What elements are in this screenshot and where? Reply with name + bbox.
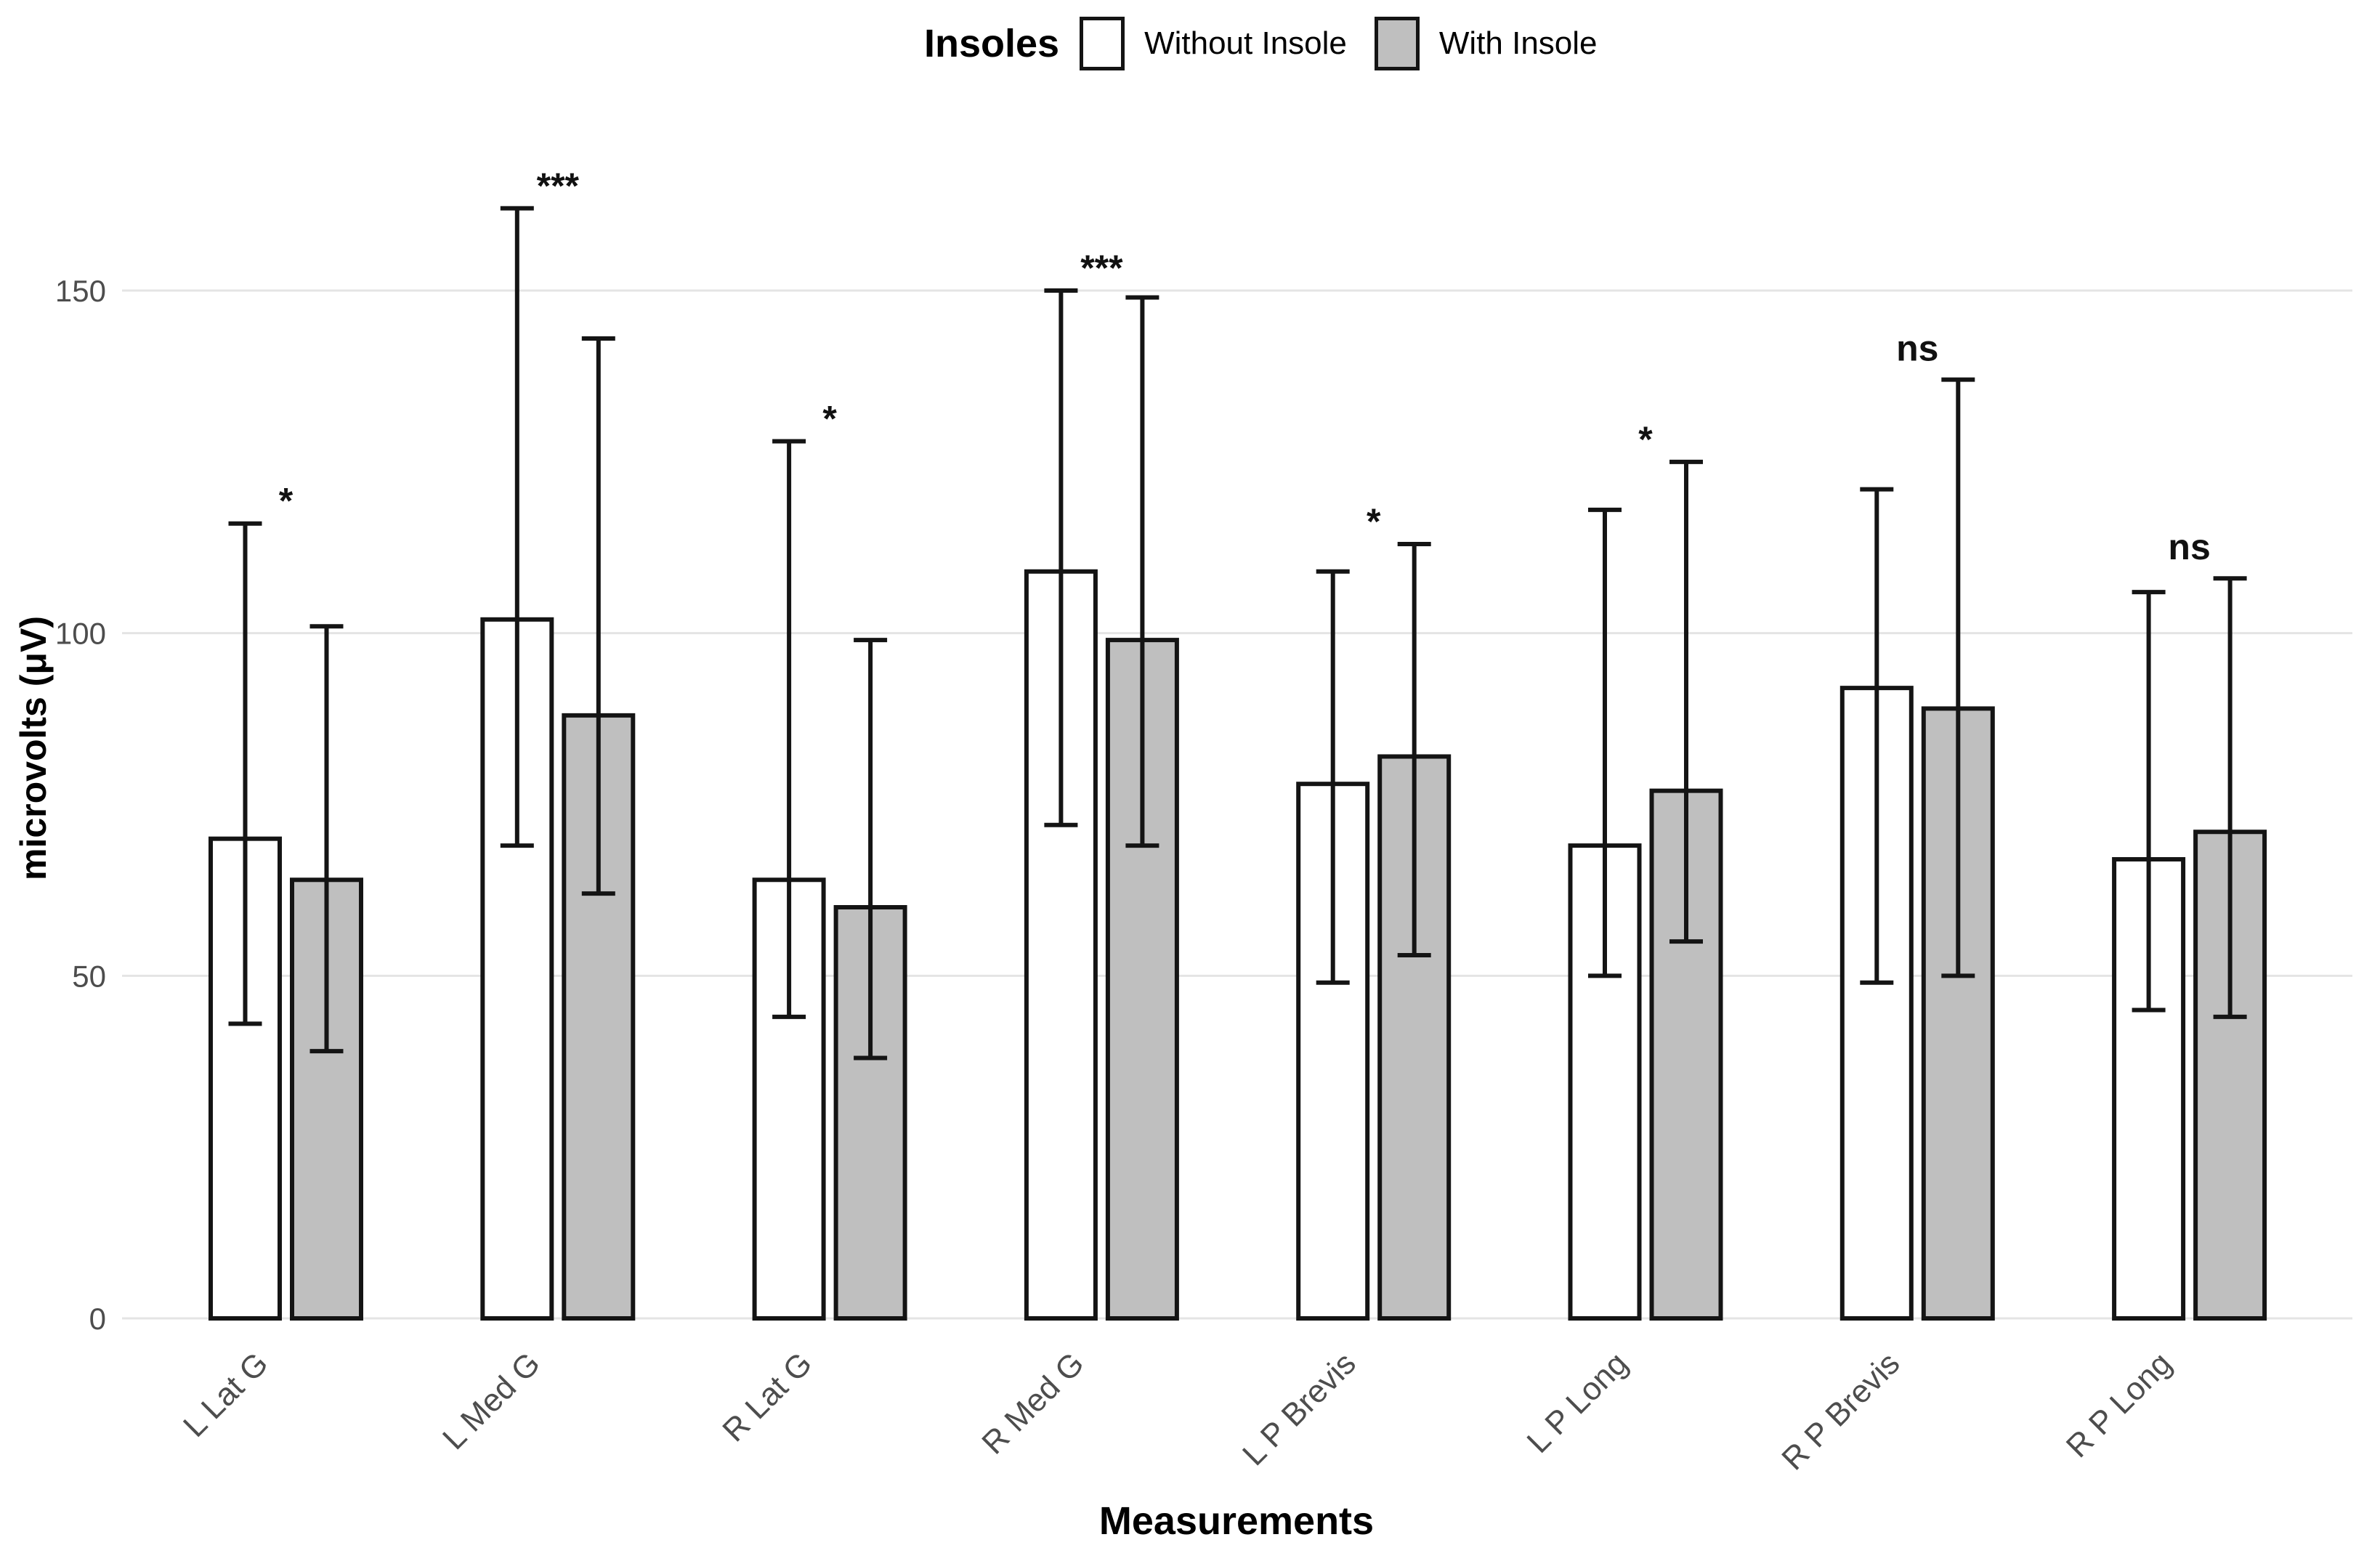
significance-marker-L P Long: * — [1638, 419, 1653, 460]
y-tick-label-50: 50 — [72, 959, 106, 993]
x-axis-title: Measurements — [1098, 1499, 1375, 1543]
x-category-label-L Med G: L Med G — [436, 1345, 547, 1456]
bar-without-insole-R P Long — [2112, 856, 2186, 1321]
legend-item-with-insole: With Insole — [1374, 17, 1598, 70]
legend: Insoles Without Insole With Insole — [924, 9, 1598, 78]
x-category-label-L P Long: L P Long — [1521, 1345, 1635, 1459]
x-category-label-L Lat G: L Lat G — [177, 1345, 275, 1444]
significance-marker-R Med G: *** — [1080, 248, 1123, 288]
x-category-label-L P Brevis: L P Brevis — [1236, 1345, 1363, 1472]
legend-key-with-insole-swatch — [1374, 17, 1420, 70]
x-category-label-R Lat G: R Lat G — [716, 1345, 819, 1448]
significance-marker-R P Long: ns — [2168, 527, 2210, 567]
legend-key-without-insole-swatch — [1080, 17, 1125, 70]
legend-title: Insoles — [924, 22, 1060, 65]
x-category-label-R P Long: R P Long — [2060, 1345, 2179, 1464]
y-tick-label-100: 100 — [55, 617, 106, 651]
significance-marker-R Lat G: * — [822, 399, 837, 439]
x-category-label-R Med G: R Med G — [975, 1345, 1090, 1461]
legend-label-with-insole: With Insole — [1438, 25, 1598, 61]
y-tick-label-0: 0 — [89, 1302, 106, 1336]
significance-marker-L Lat G: * — [279, 481, 294, 522]
significance-marker-L P Brevis: * — [1367, 501, 1381, 542]
legend-label-without-insole: Without Insole — [1144, 25, 1347, 61]
significance-marker-L Med G: *** — [537, 166, 580, 206]
legend-item-without-insole: Without Insole — [1080, 17, 1347, 70]
significance-marker-R P Brevis: ns — [1896, 328, 1938, 369]
y-tick-label-150: 150 — [55, 274, 106, 308]
bar-without-insole-L Med G — [480, 617, 554, 1321]
y-axis-title: microvolts (μV) — [13, 616, 54, 880]
x-category-label-R P Brevis: R P Brevis — [1775, 1345, 1906, 1477]
